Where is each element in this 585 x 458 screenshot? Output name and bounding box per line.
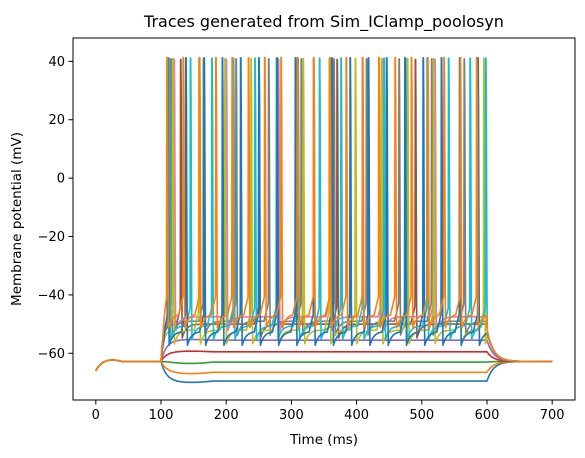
y-tick-label: 0 — [57, 172, 65, 187]
chart-title: Traces generated from Sim_IClamp_poolosy… — [143, 12, 504, 32]
x-axis-ticks: 0 100 200 300 400 500 600 700 — [92, 400, 565, 423]
series-line — [95, 359, 553, 372]
series-line — [95, 359, 553, 375]
plot-frame — [72, 37, 576, 401]
y-tick-label: −20 — [38, 230, 65, 245]
x-tick-label: 300 — [279, 408, 304, 423]
x-tick-label: 500 — [409, 408, 434, 423]
y-tick-label: −40 — [38, 288, 65, 303]
x-axis-label: Time (ms) — [289, 432, 358, 448]
y-tick-label: 40 — [48, 55, 65, 70]
y-axis-ticks: −60 −40 −20 0 20 40 — [38, 55, 73, 362]
series-line — [95, 350, 553, 372]
x-tick-label: 100 — [149, 408, 174, 423]
y-axis-label: Membrane potential (mV) — [9, 132, 25, 306]
x-tick-label: 700 — [540, 408, 565, 423]
series-line — [95, 57, 553, 372]
x-tick-label: 400 — [344, 408, 369, 423]
x-tick-label: 600 — [475, 408, 500, 423]
series-line — [95, 56, 553, 372]
x-tick-label: 200 — [214, 408, 239, 423]
series-line — [95, 359, 553, 384]
x-tick-label: 0 — [92, 408, 100, 423]
y-tick-label: 20 — [48, 113, 65, 128]
series-layer — [95, 56, 553, 384]
series-line — [95, 338, 553, 372]
y-tick-label: −60 — [38, 347, 65, 362]
